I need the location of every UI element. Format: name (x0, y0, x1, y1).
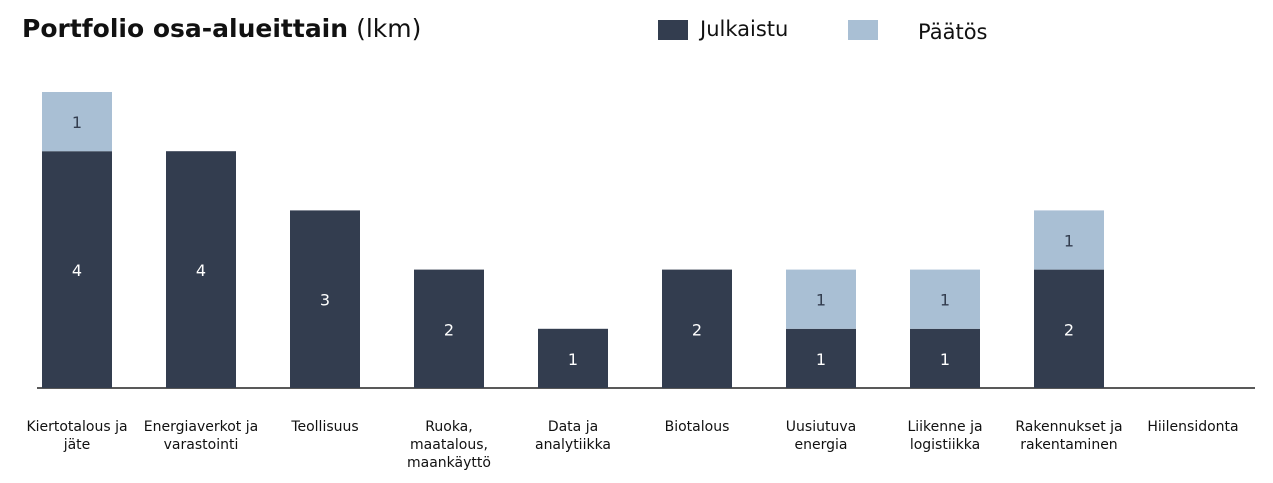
x-tick-label: Ruoka, maatalous, maankäyttö (407, 419, 491, 471)
bar-segment (910, 328, 980, 388)
legend-swatch (658, 20, 688, 40)
x-tick-label: Biotalous (664, 419, 730, 435)
value-label: 1 (940, 350, 950, 369)
value-label: 2 (692, 320, 702, 339)
bar-segment (414, 269, 484, 388)
bar-segment (786, 328, 856, 388)
legend-label: Päätös (918, 20, 987, 44)
value-label: 1 (72, 113, 82, 132)
value-label: 4 (196, 261, 206, 280)
x-tick-label: Uusiutuva energia (785, 419, 857, 453)
bar-segment (42, 151, 112, 388)
legend-swatch (848, 20, 878, 40)
bar-segment (910, 269, 980, 329)
value-label: 1 (816, 350, 826, 369)
bar-segment (42, 92, 112, 152)
bar-segment (786, 269, 856, 329)
value-label: 1 (1064, 232, 1074, 251)
x-tick-label: Data ja analytiikka (534, 419, 612, 453)
value-label: 1 (940, 291, 950, 310)
x-tick-label: Teollisuus (291, 419, 359, 435)
bar-segment (662, 269, 732, 388)
value-label: 2 (444, 320, 454, 339)
value-label: 1 (568, 350, 578, 369)
value-label: 2 (1064, 320, 1074, 339)
x-tick-label: Energiaverkot ja varastointi (143, 419, 259, 453)
title-main: Portfolio osa-alueittain (22, 14, 348, 43)
x-tick-label: Liikenne ja logistiikka (907, 419, 983, 453)
x-tick-label: Rakennukset ja rakentaminen (1015, 419, 1123, 453)
chart-title: Portfolio osa-alueittain (lkm) (22, 14, 421, 43)
value-label: 3 (320, 291, 330, 310)
title-unit: (lkm) (356, 14, 421, 43)
bar-segment (1034, 210, 1104, 270)
bar-segment (290, 210, 360, 388)
value-label: 4 (72, 261, 82, 280)
bar-segment (166, 151, 236, 388)
bar-segment (538, 328, 608, 388)
value-label: 1 (816, 291, 826, 310)
x-tick-label: Kiertotalous ja jäte (26, 419, 128, 453)
x-tick-label: Hiilensidonta (1147, 419, 1239, 435)
legend-label: Julkaistu (698, 17, 788, 41)
bar-segment (1034, 269, 1104, 388)
